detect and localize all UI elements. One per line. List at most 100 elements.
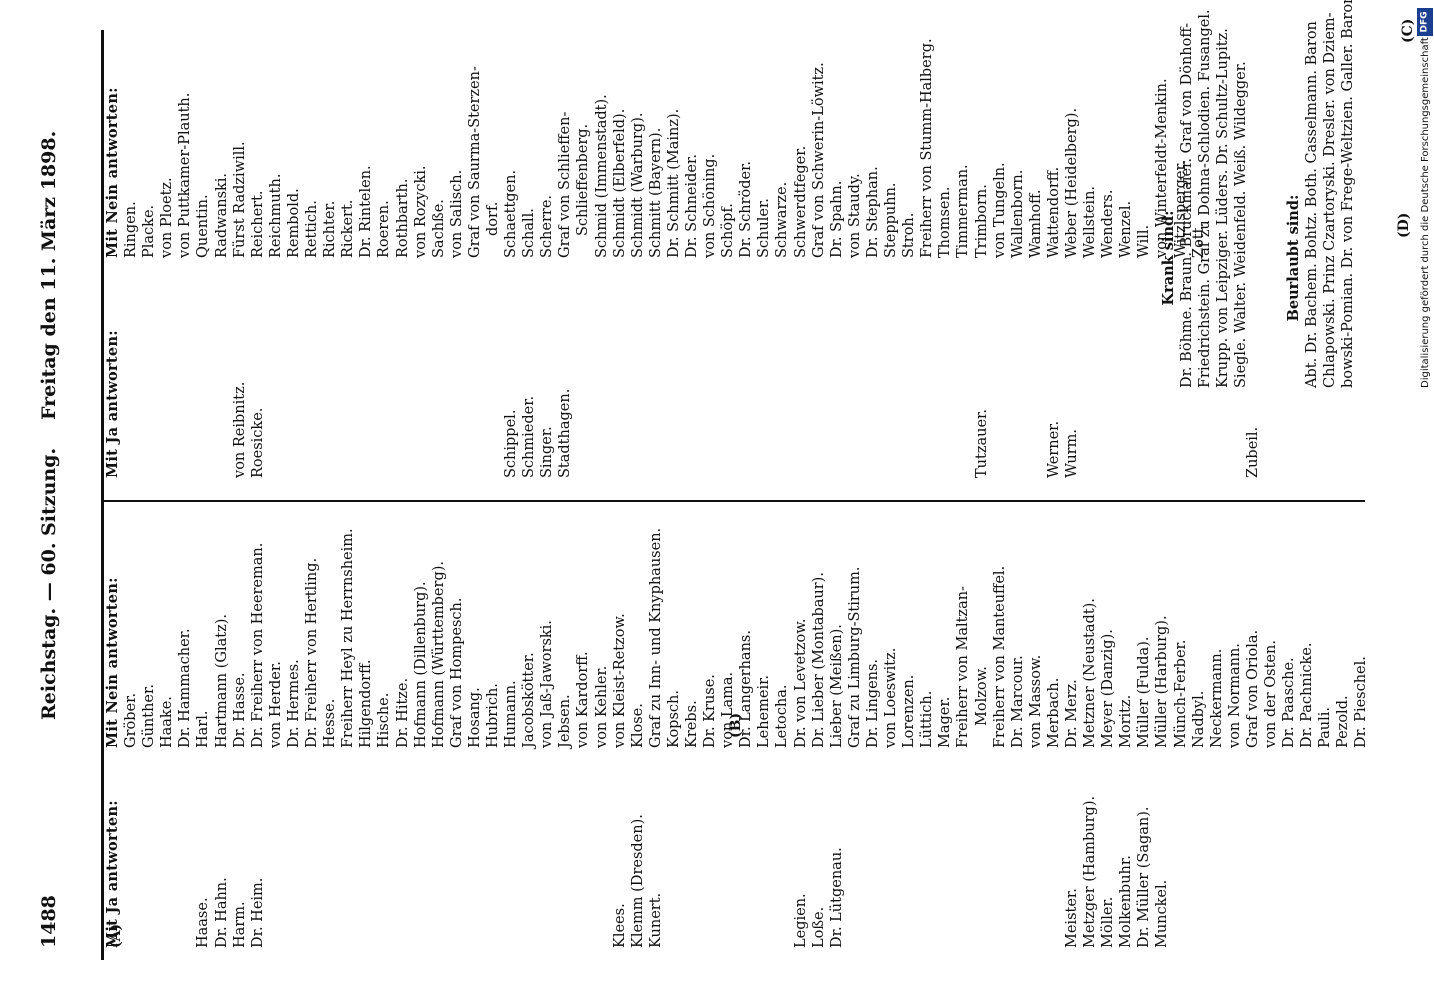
name-line xyxy=(1027,796,1045,948)
name-line xyxy=(1389,796,1407,948)
name-line: Graf zu Limburg-Stirum. xyxy=(846,566,863,749)
name-line: von Tungeln. xyxy=(991,162,1008,258)
name-line: Roesicke. xyxy=(249,407,266,478)
name-line: Rettich. xyxy=(304,200,321,258)
name-line: Dr. Schröder. xyxy=(738,160,755,258)
name-line xyxy=(158,330,176,478)
name-line: Freiherr Heyl zu Herrnsheim. xyxy=(340,528,357,748)
name-line: Wattendorff. xyxy=(1045,166,1062,258)
name-line: von Herder. xyxy=(267,661,284,748)
name-line xyxy=(574,330,592,478)
name-line: Möller. xyxy=(1100,896,1117,948)
name-line: Mager. xyxy=(937,696,954,748)
name-line: Humann. xyxy=(503,680,520,748)
name-line: Kunert. xyxy=(647,892,664,948)
name-line xyxy=(846,796,864,948)
name-line xyxy=(448,796,466,948)
name-line: Graf von Schlieffen- xyxy=(557,111,574,258)
name-line xyxy=(1298,796,1316,948)
name-line: Loße. xyxy=(810,906,827,948)
beurlaubt-heading: Beurlaubt sind: xyxy=(1285,194,1302,322)
name-line: Dr. Langerhans. xyxy=(738,630,755,748)
name-line xyxy=(719,796,737,948)
name-line: von Reibnitz. xyxy=(231,381,248,478)
name-line: Haase. xyxy=(195,897,212,948)
name-line: Stroh. xyxy=(901,212,918,258)
page-number: 1488 xyxy=(38,895,60,948)
name-line xyxy=(611,330,629,478)
name-line: Dr. Freiherr von Hertling. xyxy=(304,557,321,748)
name-line: Lehemeir. xyxy=(756,674,773,748)
name-line: Schlieffenberg. xyxy=(575,123,592,236)
dfg-watermark-text: Digitalisierung gefördert durch die Deut… xyxy=(1420,37,1431,388)
name-line: Rothbarth. xyxy=(394,178,411,258)
name-line xyxy=(918,330,936,478)
name-line xyxy=(394,796,412,948)
name-line: Singer. xyxy=(539,426,556,478)
name-line: Dr. Hammacher. xyxy=(177,628,194,748)
name-line xyxy=(828,330,846,478)
name-line xyxy=(665,330,683,478)
name-line: von Schöning. xyxy=(702,153,719,258)
name-line: Sachße. xyxy=(430,199,447,258)
name-line: Freiherr von Stumm-Halberg. xyxy=(919,38,936,258)
paragraph-line: Siegle. Walter. Weidenfeld. Weiß. Wildeg… xyxy=(1233,61,1250,388)
name-line xyxy=(1280,796,1298,948)
name-line xyxy=(1027,330,1045,478)
name-line: Schmidt (Elberfeld). xyxy=(611,108,628,258)
name-line: Rembold. xyxy=(285,188,302,258)
name-line: Nadbyl. xyxy=(1190,690,1207,748)
running-title: Reichstag. — 60. Sitzung. xyxy=(38,447,60,720)
name-line xyxy=(538,796,556,948)
name-line: Schmieder. xyxy=(521,395,538,478)
name-line: Pezold. xyxy=(1335,695,1352,748)
name-line: Krebs. xyxy=(684,700,700,748)
name-line xyxy=(1244,796,1262,948)
krank-heading: Krank sind: xyxy=(1160,210,1177,306)
paragraph-line: Friedrichstein. Graf zu Dohna-Schlodien.… xyxy=(1197,9,1214,388)
name-line: von Normann. xyxy=(1226,643,1243,748)
name-line xyxy=(321,796,339,948)
name-line: Dr. Stephan. xyxy=(864,166,881,258)
name-line xyxy=(122,796,140,948)
name-line: Stadthagen. xyxy=(557,388,574,478)
name-line: von Lama. xyxy=(720,671,737,748)
name-line xyxy=(466,796,484,948)
name-line xyxy=(593,796,611,948)
name-line: von Ploetz. xyxy=(159,177,176,258)
name-line: Gröber. xyxy=(123,692,140,748)
name-line xyxy=(1208,796,1226,948)
name-line: Klose. xyxy=(629,703,646,748)
margin-mark-c: (C) xyxy=(1400,18,1416,43)
name-line: Klees. xyxy=(611,903,628,948)
name-line xyxy=(773,330,791,478)
name-line xyxy=(846,330,864,478)
name-line xyxy=(1099,330,1117,478)
name-line xyxy=(1172,796,1190,948)
left-ja-column: Mit Ja antworten: Haase. Dr. Hahn. Harm. Dr… xyxy=(104,796,1434,948)
name-line: von Salisch. xyxy=(448,169,465,258)
name-line xyxy=(1226,796,1244,948)
name-line xyxy=(1009,330,1027,478)
name-line: Werner. xyxy=(1045,420,1062,478)
name-line: Graf von Oriola. xyxy=(1244,629,1261,748)
dfg-logo-text: DFG xyxy=(1419,11,1430,33)
name-line xyxy=(412,796,430,948)
name-line: Dr. Hitze. xyxy=(394,677,411,748)
name-line xyxy=(430,796,448,948)
column-heading: Mit Nein antworten: xyxy=(104,577,121,748)
name-line xyxy=(683,796,701,948)
name-line: Graf zu Inn- und Knyphausen. xyxy=(647,527,664,748)
name-line xyxy=(267,796,285,948)
name-line xyxy=(303,330,321,478)
name-line xyxy=(1135,330,1153,478)
name-line: Klemm (Dresden). xyxy=(629,814,646,948)
beurlaubt-paragraph: Beurlaubt sind: Abt. Dr. Bachem. Bohtz. … xyxy=(1285,0,1357,388)
name-line: Radwanski. xyxy=(213,172,230,258)
name-line xyxy=(882,330,900,478)
name-line: Dr. Hermes. xyxy=(285,659,302,748)
name-line: Dr. Kruse. xyxy=(702,674,719,748)
name-line: Schippel. xyxy=(503,409,520,478)
dfg-logo: DFG xyxy=(1417,8,1433,36)
name-line: Günther. xyxy=(141,684,158,748)
